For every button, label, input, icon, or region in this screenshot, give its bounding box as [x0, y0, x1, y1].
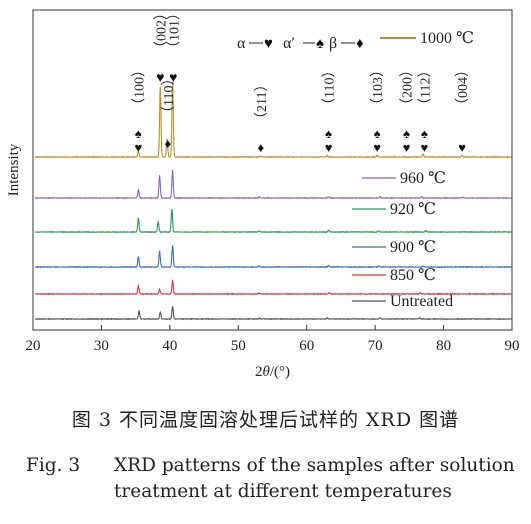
series-line-0	[34, 306, 513, 321]
series-line-4	[34, 170, 513, 200]
series-legend-label-4: 960 ℃	[400, 170, 446, 187]
caption-english-line-2: treatment at different temperatures	[114, 480, 452, 502]
y-axis-label: Intensity	[6, 143, 22, 196]
peak-hkl-label-0: （100）	[131, 63, 147, 112]
peak-hkl-label-1: （002）	[153, 6, 169, 55]
phase-legend-name-0: α	[237, 35, 246, 52]
caption-chinese: 图 3 不同温度固溶处理后试样的 XRD 图谱	[71, 409, 460, 431]
peak-marker-0-1: ♥	[135, 140, 143, 155]
phase-legend-name-1: α′	[283, 35, 295, 52]
peak-marker-3: ♥	[169, 71, 177, 86]
series-line-1	[35, 279, 512, 296]
x-tick-label-40: 40	[162, 338, 177, 354]
phase-legend-marker-0: ♥	[264, 36, 273, 52]
x-tick-label-90: 90	[505, 338, 520, 354]
series-legend-label-2: 900 ℃	[390, 239, 436, 256]
x-tick-label-80: 80	[436, 338, 451, 354]
peak-marker-0-0: ♠	[135, 126, 142, 141]
series-legend-label-0: Untreated	[390, 293, 453, 310]
series-line-3	[34, 209, 512, 234]
peak-marker-6-0: ♠	[374, 126, 381, 141]
x-axis-label: 2θ/(°)	[255, 364, 290, 380]
x-tick-label-70: 70	[368, 338, 383, 354]
series-line-2	[35, 245, 512, 269]
x-tick-label-20: 20	[26, 338, 41, 354]
x-tick-label-60: 60	[299, 338, 314, 354]
peak-hkl-label-8: （112）	[417, 64, 433, 112]
peak-marker-7-0: ♠	[403, 126, 410, 141]
series-line-5	[34, 81, 512, 159]
peak-marker-8-1: ♥	[421, 140, 429, 155]
peak-marker-2: ♦	[164, 136, 171, 151]
x-tick-label-30: 30	[94, 338, 109, 354]
peak-hkl-label-3: （101）	[166, 6, 182, 55]
caption-english: Fig. 3 XRD patterns of the samples after …	[26, 453, 526, 505]
peak-marker-7-1: ♥	[403, 140, 411, 155]
peak-hkl-label-2: （110）	[161, 72, 177, 120]
peak-marker-6-1: ♥	[373, 140, 381, 155]
peak-marker-4-0: ♦	[258, 140, 265, 155]
series-legend-label-1: 850 ℃	[390, 267, 436, 284]
series-legend-label-5: 1000 ℃	[420, 30, 474, 47]
peak-hkl-label-4: （211）	[254, 78, 270, 126]
peak-hkl-label-6: （103）	[370, 63, 386, 112]
peak-marker-1: ♥	[156, 71, 164, 86]
phase-legend-marker-1: ♠	[316, 36, 324, 52]
phase-legend-name-2: β	[329, 35, 337, 52]
series-legend-label-3: 920 ℃	[390, 201, 436, 218]
peak-hkl-label-7: （200）	[400, 63, 416, 112]
caption-english-line-1: XRD patterns of the samples after soluti…	[114, 455, 515, 476]
caption-figure-number: Fig. 3	[26, 455, 81, 476]
peak-marker-5-1: ♥	[325, 140, 333, 155]
peak-marker-9-0: ♥	[458, 140, 466, 155]
plot-frame	[32, 9, 513, 331]
x-tick-label-50: 50	[231, 338, 246, 354]
peak-marker-5-0: ♠	[325, 126, 332, 141]
phase-legend-marker-2: ♦	[356, 36, 364, 52]
peak-hkl-label-5: （110）	[322, 64, 338, 112]
peak-hkl-label-9: （004）	[455, 63, 471, 112]
peak-marker-8-0: ♠	[421, 126, 428, 141]
